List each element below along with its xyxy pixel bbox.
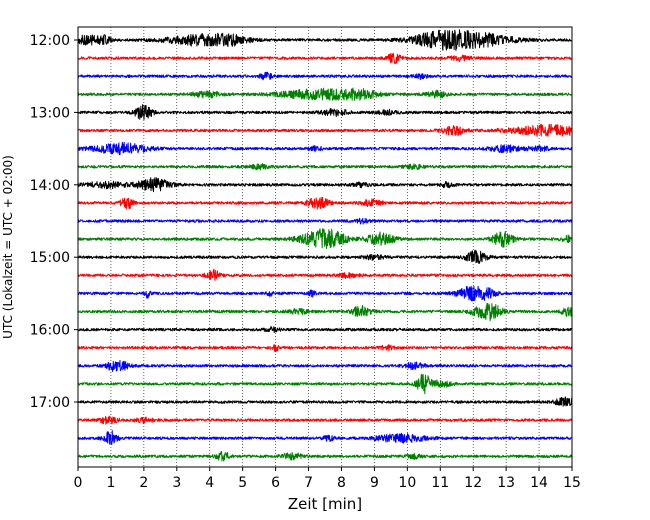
x-tick-label: 7 bbox=[304, 475, 313, 491]
grid-lines bbox=[110, 27, 540, 467]
trace-1215 bbox=[77, 52, 573, 64]
plot-frame bbox=[77, 26, 573, 468]
x-tick-label: 3 bbox=[172, 475, 181, 491]
seismogram-traces bbox=[77, 29, 573, 462]
y-tick-label: 17:00 bbox=[30, 395, 70, 411]
trace-1730 bbox=[77, 430, 573, 445]
trace-1400 bbox=[77, 177, 573, 193]
trace-1615 bbox=[77, 344, 573, 353]
trace-1430 bbox=[77, 217, 573, 225]
trace-1630 bbox=[77, 359, 573, 372]
y-tick-label: 15:00 bbox=[30, 250, 70, 266]
trace-1645 bbox=[77, 373, 573, 395]
x-tick-label: 13 bbox=[497, 475, 515, 491]
x-axis-ticks: 0 1 2 3 4 5 6 7 8 9 10 11 12 13 14 15 bbox=[74, 467, 581, 491]
x-tick-label: 12 bbox=[464, 475, 482, 491]
x-tick-label: 8 bbox=[337, 475, 346, 491]
trace-1600 bbox=[77, 325, 573, 334]
y-tick-label: 16:00 bbox=[30, 323, 70, 339]
trace-1715 bbox=[77, 415, 573, 425]
x-tick-label: 2 bbox=[139, 475, 148, 491]
x-axis-title: Zeit [min] bbox=[288, 495, 362, 513]
x-tick-label: 4 bbox=[205, 475, 214, 491]
x-tick-label: 9 bbox=[370, 475, 379, 491]
x-tick-label: 0 bbox=[74, 475, 83, 491]
trace-1515 bbox=[77, 268, 573, 281]
x-tick-label: 5 bbox=[238, 475, 247, 491]
x-tick-label: 10 bbox=[398, 475, 416, 491]
trace-1545 bbox=[77, 302, 573, 322]
trace-1530 bbox=[77, 285, 573, 302]
x-tick-label: 15 bbox=[563, 475, 581, 491]
y-axis-ticks: 12:00 13:00 14:00 15:00 16:00 17:00 bbox=[30, 33, 78, 411]
trace-1245 bbox=[77, 87, 573, 101]
trace-1745 bbox=[77, 450, 573, 462]
trace-1315 bbox=[77, 123, 573, 137]
trace-1345 bbox=[77, 163, 573, 171]
y-tick-label: 14:00 bbox=[30, 178, 70, 194]
x-tick-label: 1 bbox=[106, 475, 115, 491]
x-tick-label: 11 bbox=[431, 475, 449, 491]
trace-1230 bbox=[77, 71, 573, 81]
trace-1700 bbox=[77, 396, 573, 407]
trace-1300 bbox=[77, 104, 573, 120]
x-tick-label: 14 bbox=[530, 475, 548, 491]
trace-1200 bbox=[77, 29, 573, 51]
trace-1415 bbox=[77, 196, 573, 210]
y-axis-title: UTC (Lokalzeit = UTC + 02:00) bbox=[1, 155, 15, 339]
trace-1500 bbox=[77, 249, 573, 264]
y-tick-label: 13:00 bbox=[30, 105, 70, 121]
x-tick-label: 6 bbox=[271, 475, 280, 491]
trace-1330 bbox=[77, 141, 573, 156]
trace-1445 bbox=[77, 228, 573, 250]
y-tick-label: 12:00 bbox=[30, 33, 70, 49]
